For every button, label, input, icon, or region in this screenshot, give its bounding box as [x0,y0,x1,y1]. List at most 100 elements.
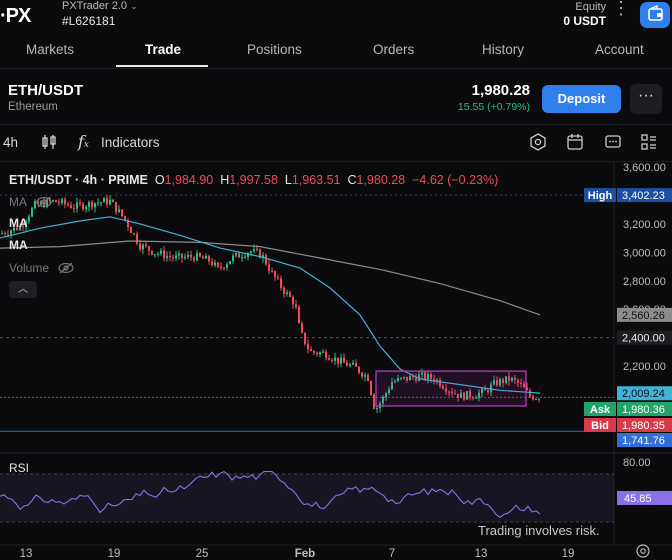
candle-body [181,253,183,259]
equity-value: 0 USDT [563,14,606,28]
candle-body [508,376,510,381]
candle-body [385,393,387,397]
settings-hex-icon[interactable] [529,133,547,151]
more-options-button[interactable]: ··· [630,84,662,114]
ma-label-2[interactable]: MA [9,216,28,230]
candle-body [10,230,12,235]
time-tick-label: 19 [562,548,575,560]
candle-body [493,380,495,385]
candle-body [463,392,465,400]
low-tag-bg [617,433,672,447]
candle-body [190,254,192,258]
candle-body [331,359,333,361]
candle-body [283,287,285,294]
candle-body [451,391,453,394]
collapse-legend-button[interactable]: ︿ [9,281,37,298]
eye-hidden-icon[interactable] [36,196,52,208]
deposit-button[interactable]: Deposit [542,85,621,113]
legend-change: −4.62 (−0.23%) [412,173,499,187]
app-name-dropdown[interactable]: PXTrader 2.0 ⌄ [62,0,138,12]
candle-body [259,249,261,258]
candle-body [475,397,477,399]
candle-body [148,246,150,251]
tab-account[interactable]: Account [595,42,644,57]
settings-gear-icon[interactable] [632,543,654,559]
chat-icon[interactable] [604,133,622,151]
price-chart[interactable]: 3,600.003,400.003,200.003,000.002,800.00… [0,162,672,560]
candle-body [520,382,522,384]
kebab-menu-icon[interactable]: ⋮ [612,0,630,18]
candle-body [250,251,252,254]
candle-body [337,357,339,364]
candle-body [46,199,48,208]
candle-body [37,201,39,205]
candlestick-icon[interactable] [40,133,58,151]
candle-body [112,199,114,203]
ma-slow-tag: 2,560.26 [622,310,665,322]
time-tick-label: 19 [108,548,121,560]
candle-body [448,391,450,393]
candle-body [82,203,84,210]
candle-body [241,257,243,259]
candle-body [34,201,36,209]
candle-body [22,226,24,228]
layout-icon[interactable] [640,133,658,151]
high-tag-bg [617,188,672,203]
ma-fast-line [0,216,541,394]
candle-body [442,386,444,389]
interval-selector[interactable]: 4h [3,135,19,150]
candle-body [343,358,345,363]
candle-body [268,264,270,272]
candle-body [253,249,255,252]
candle-body [79,202,81,204]
candle-body [340,358,342,364]
candle-body [142,244,144,250]
candle-body [373,394,375,409]
candle-body [187,254,189,257]
candle-body [439,379,441,387]
bid-tag: 1,980.35 [622,420,665,432]
tab-positions[interactable]: Positions [247,42,302,57]
current-price: 1,980.28 [471,82,530,99]
candle-body [487,390,489,393]
ma-label-3[interactable]: MA [9,238,28,252]
candle-body [484,388,486,391]
candle-body [322,351,324,353]
candle-body [274,271,276,278]
wallet-button[interactable] [640,2,670,28]
tab-orders[interactable]: Orders [373,42,415,57]
candle-body [205,255,207,259]
candle-body [256,249,258,251]
ma-label-1[interactable]: MA [9,195,27,209]
function-icon[interactable]: fx [78,132,89,151]
candle-body [370,380,372,395]
candle-body [211,261,213,266]
candle-body [166,255,168,259]
candle-body [421,372,423,375]
candle-body [433,378,435,382]
price-change: 15.55 (+0.79%) [457,101,530,113]
candle-body [13,227,15,231]
candle-body [430,374,432,379]
calendar-icon[interactable] [566,133,584,151]
volume-label[interactable]: Volume [9,261,74,275]
time-tick-label: 13 [20,548,33,560]
legend-high: 1,997.58 [229,173,278,187]
time-tick-label: Feb [295,548,315,560]
candle-body [124,215,126,220]
equity-label: Equity [575,1,606,13]
symbol-name[interactable]: ETH/USDT [8,82,83,99]
candle-body [139,243,141,250]
candle-body [196,252,198,261]
candle-body [226,264,228,269]
tab-trade[interactable]: Trade [145,42,182,57]
ma-slow-line [0,240,541,316]
candle-body [472,397,474,399]
candle-body [325,351,327,359]
candle-body [100,202,102,204]
candle-body [106,198,108,205]
indicators-button[interactable]: Indicators [101,135,160,150]
candle-body [31,208,33,217]
tab-markets[interactable]: Markets [26,42,75,57]
tab-history[interactable]: History [482,42,525,57]
